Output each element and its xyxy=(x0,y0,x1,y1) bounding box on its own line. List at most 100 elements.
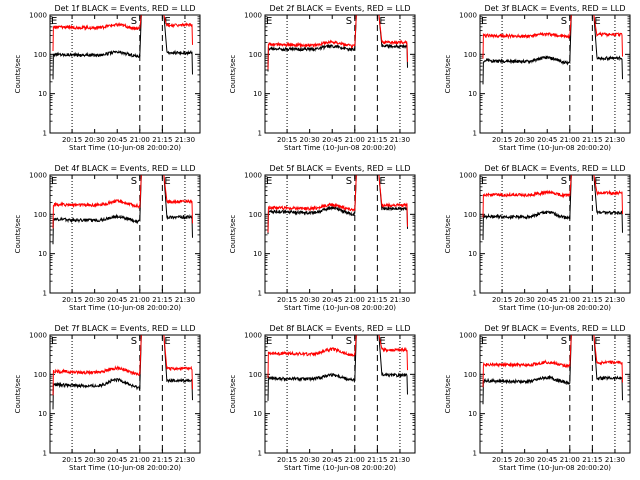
y-axis-label: Counts/sec xyxy=(444,375,452,414)
y-axis-label: Counts/sec xyxy=(229,55,237,94)
x-tick-label: 21:15 xyxy=(367,456,387,464)
y-tick-label: 1 xyxy=(258,450,262,458)
plot-frame xyxy=(479,174,631,294)
e-marker: E xyxy=(481,336,487,347)
events-series-line xyxy=(378,15,408,68)
y-tick-label: 100 xyxy=(34,371,47,379)
x-tick-label: 21:00 xyxy=(560,456,580,464)
lld-series-line xyxy=(482,15,572,59)
e-marker: E xyxy=(164,336,170,347)
e-marker: E xyxy=(164,176,170,187)
lld-series-line xyxy=(163,175,193,224)
events-series-line xyxy=(378,335,408,395)
lld-series-line xyxy=(267,335,357,379)
y-tick-label: 1000 xyxy=(29,172,47,180)
x-tick-label: 21:30 xyxy=(605,136,625,144)
panel-det-4: Det 4f BLACK = Events, RED = LLD 1 10 100 10… xyxy=(14,164,201,312)
y-tick-label: 1000 xyxy=(244,12,262,20)
x-tick-label: 20:45 xyxy=(107,296,127,304)
y-tick-label: 100 xyxy=(34,211,47,219)
events-series-line xyxy=(593,335,623,401)
x-tick-label: 21:00 xyxy=(345,296,365,304)
y-tick-label: 10 xyxy=(468,90,477,98)
e-marker: E xyxy=(379,176,385,187)
y-tick-label: 1 xyxy=(258,130,262,138)
x-tick-label: 20:45 xyxy=(107,456,127,464)
panel-det-2: Det 2f BLACK = Events, RED = LLD 1 10 100 10… xyxy=(229,4,416,152)
y-tick-label: 1000 xyxy=(244,172,262,180)
s-marker: S xyxy=(346,176,352,187)
plot-frame xyxy=(264,334,416,454)
e-marker: E xyxy=(379,336,385,347)
panel-title: Det 5f BLACK = Events, RED = LLD xyxy=(269,164,410,173)
x-tick-label: 21:30 xyxy=(390,296,410,304)
x-tick-label: 20:30 xyxy=(515,296,535,304)
panel-title: Det 6f BLACK = Events, RED = LLD xyxy=(484,164,625,173)
x-tick-label: 21:00 xyxy=(130,136,150,144)
panel-title: Det 8f BLACK = Events, RED = LLD xyxy=(269,324,410,333)
s-marker: S xyxy=(131,176,137,187)
events-series-line xyxy=(267,335,357,401)
x-tick-label: 20:15 xyxy=(277,296,297,304)
y-tick-label: 100 xyxy=(464,371,477,379)
y-tick-label: 1 xyxy=(473,130,477,138)
events-series-line xyxy=(52,15,142,80)
x-tick-label: 21:15 xyxy=(152,456,172,464)
panel-title: Det 1f BLACK = Events, RED = LLD xyxy=(54,4,195,13)
lld-series-line xyxy=(163,335,193,390)
y-axis-label: Counts/sec xyxy=(229,375,237,414)
plot-frame xyxy=(479,334,631,454)
x-axis-label: Start Time (10-Jun-08 20:00:20) xyxy=(69,304,181,312)
plot-frame xyxy=(479,14,631,134)
panel-det-6: Det 6f BLACK = Events, RED = LLD 1 10 100 10… xyxy=(444,164,631,312)
x-axis-label: Start Time (10-Jun-08 20:00:20) xyxy=(69,464,181,472)
y-tick-label: 1000 xyxy=(459,172,477,180)
y-axis-label: Counts/sec xyxy=(444,215,452,254)
x-axis-label: Start Time (10-Jun-08 20:00:20) xyxy=(69,144,181,152)
events-series-line xyxy=(482,175,572,241)
y-tick-label: 10 xyxy=(253,90,262,98)
events-series-line xyxy=(267,175,357,235)
x-axis-label: Start Time (10-Jun-08 20:00:20) xyxy=(499,464,611,472)
x-axis-label: Start Time (10-Jun-08 20:00:20) xyxy=(284,464,396,472)
lld-series-line xyxy=(52,15,142,52)
e-marker: E xyxy=(266,176,272,187)
lld-series-line xyxy=(378,15,408,62)
lld-series-line xyxy=(163,15,193,45)
panel-det-8: Det 8f BLACK = Events, RED = LLD 1 10 100 10… xyxy=(229,324,416,472)
events-series-line xyxy=(378,175,408,229)
plot-frame xyxy=(264,14,416,134)
plot-frame xyxy=(264,174,416,294)
y-tick-label: 1 xyxy=(43,450,47,458)
e-marker: E xyxy=(51,16,57,27)
s-marker: S xyxy=(131,336,137,347)
s-marker: S xyxy=(346,16,352,27)
events-series-line xyxy=(482,335,572,405)
panel-title: Det 7f BLACK = Events, RED = LLD xyxy=(54,324,195,333)
events-series-line xyxy=(267,15,357,72)
events-series-line xyxy=(482,15,572,85)
y-tick-label: 10 xyxy=(253,410,262,418)
lld-series-line xyxy=(482,175,572,218)
e-marker: E xyxy=(481,176,487,187)
lld-series-line xyxy=(593,15,623,57)
y-tick-label: 1000 xyxy=(459,332,477,340)
x-tick-label: 20:45 xyxy=(537,456,557,464)
plot-frame xyxy=(49,174,201,294)
y-tick-label: 1 xyxy=(43,290,47,298)
x-axis-label: Start Time (10-Jun-08 20:00:20) xyxy=(499,144,611,152)
x-tick-label: 21:30 xyxy=(390,456,410,464)
lld-series-line xyxy=(593,335,623,383)
y-tick-label: 10 xyxy=(468,250,477,258)
x-tick-label: 20:30 xyxy=(85,456,105,464)
e-marker: E xyxy=(51,176,57,187)
x-tick-label: 21:15 xyxy=(152,296,172,304)
x-tick-label: 20:30 xyxy=(515,456,535,464)
x-tick-label: 20:15 xyxy=(277,456,297,464)
panel-det-1: Det 1f BLACK = Events, RED = LLD 1 10 100 10… xyxy=(14,4,201,152)
x-tick-label: 21:15 xyxy=(152,136,172,144)
x-tick-label: 21:30 xyxy=(175,136,195,144)
panel-det-5: Det 5f BLACK = Events, RED = LLD 1 10 100 10… xyxy=(229,164,416,312)
e-marker: E xyxy=(164,16,170,27)
x-tick-label: 20:15 xyxy=(492,296,512,304)
